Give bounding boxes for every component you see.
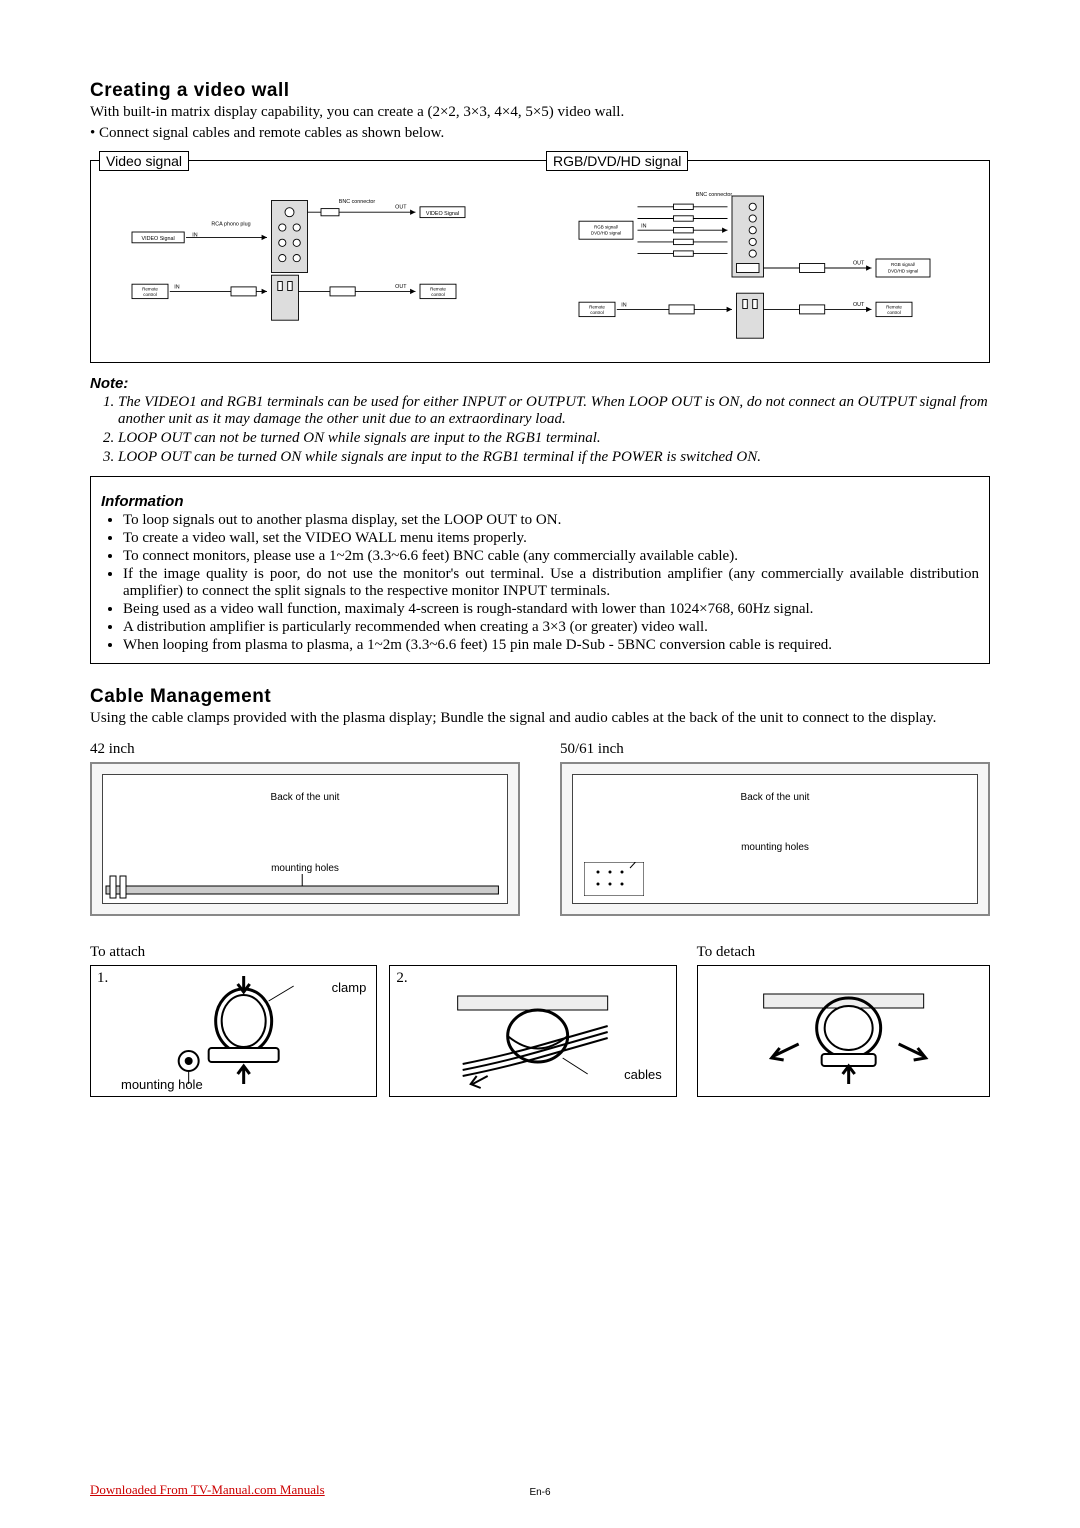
- svg-text:VIDEO Signal: VIDEO Signal: [426, 211, 459, 217]
- video-signal-svg: VIDEO Signal IN RCA phono plug BNC conne…: [97, 169, 536, 349]
- svg-text:BNC connector: BNC connector: [696, 192, 733, 198]
- cables-label: cables: [624, 1067, 662, 1082]
- unit-diagram-row: 42 inch Back of the unit mounting holes …: [90, 741, 990, 916]
- info-item: To create a video wall, set the VIDEO WA…: [123, 530, 979, 547]
- svg-text:control: control: [887, 310, 901, 315]
- note-heading: Note:: [90, 375, 990, 392]
- svg-text:BNC connector: BNC connector: [339, 199, 376, 205]
- detach-box: [697, 965, 990, 1097]
- unit-50-label: 50/61 inch: [560, 741, 990, 758]
- info-list: To loop signals out to another plasma di…: [101, 512, 979, 654]
- info-item: Being used as a video wall function, max…: [123, 601, 979, 618]
- unit-42-box: Back of the unit mounting holes: [90, 762, 520, 916]
- mounting-hole-label: mounting hole: [121, 1077, 203, 1092]
- info-heading: Information: [101, 493, 979, 510]
- back-of-unit-label: Back of the unit: [271, 792, 340, 803]
- video-wall-intro: With built-in matrix display capability,…: [90, 104, 990, 121]
- back-of-unit-label: Back of the unit: [741, 792, 810, 803]
- svg-text:OUT: OUT: [395, 205, 407, 211]
- attach-group: To attach 1.: [90, 944, 677, 1097]
- page-footer: Downloaded From TV-Manual.com Manuals En…: [90, 1482, 990, 1498]
- to-attach-label: To attach: [90, 944, 677, 961]
- mounting-holes-label: mounting holes: [271, 863, 339, 874]
- svg-text:Remote: Remote: [430, 287, 446, 292]
- section-title-cable-mgmt: Cable Management: [90, 686, 990, 708]
- info-item: A distribution amplifier is particularly…: [123, 619, 979, 636]
- rgb-signal-svg: RGB signal/ DVD/HD signal IN BNC connect…: [544, 169, 983, 349]
- svg-text:OUT: OUT: [853, 302, 865, 308]
- rgb-signal-diagram: RGB/DVD/HD signal RGB signal/ DVD/HD sig…: [544, 169, 983, 354]
- note-item: LOOP OUT can not be turned ON while sign…: [118, 430, 990, 447]
- svg-label: VIDEO Signal: [142, 236, 175, 242]
- mounting-dots-svg: [584, 862, 644, 896]
- unit-42inch: 42 inch Back of the unit mounting holes: [90, 741, 520, 916]
- note-item: LOOP OUT can be turned ON while signals …: [118, 449, 990, 466]
- svg-text:Remote: Remote: [142, 287, 158, 292]
- svg-text:control: control: [143, 292, 157, 297]
- clamp-detach-svg: [698, 966, 989, 1096]
- svg-text:control: control: [431, 292, 445, 297]
- svg-text:IN: IN: [174, 285, 179, 291]
- mounting-rail-svg: [102, 874, 502, 904]
- attach-step-2-box: 2.: [389, 965, 676, 1097]
- svg-text:OUT: OUT: [395, 284, 407, 290]
- section-title-video-wall: Creating a video wall: [90, 80, 990, 102]
- cable-mgmt-intro: Using the cable clamps provided with the…: [90, 710, 990, 727]
- video-signal-label: Video signal: [99, 151, 189, 171]
- svg-text:IN: IN: [621, 303, 626, 309]
- footer-link[interactable]: Downloaded From TV-Manual.com Manuals: [90, 1482, 325, 1497]
- unit-50-61inch: 50/61 inch Back of the unit mounting hol…: [560, 741, 990, 916]
- step-1-num: 1.: [97, 970, 108, 987]
- note-list: The VIDEO1 and RGB1 terminals can be use…: [90, 394, 990, 466]
- info-item: If the image quality is poor, do not use…: [123, 566, 979, 600]
- rgb-signal-label: RGB/DVD/HD signal: [546, 151, 688, 171]
- svg-text:control: control: [590, 310, 604, 315]
- svg-text:DVD/HD signal: DVD/HD signal: [888, 269, 918, 274]
- info-item: To connect monitors, please use a 1~2m (…: [123, 548, 979, 565]
- unit-50-box: Back of the unit mounting holes: [560, 762, 990, 916]
- step-2-num: 2.: [396, 970, 407, 987]
- mounting-holes-label: mounting holes: [741, 842, 809, 853]
- svg-text:DVD/HD signal: DVD/HD signal: [591, 231, 621, 236]
- svg-text:OUT: OUT: [853, 260, 865, 266]
- unit-42-label: 42 inch: [90, 741, 520, 758]
- attach-step-1-box: 1.: [90, 965, 377, 1097]
- svg-text:RGB signal/: RGB signal/: [891, 262, 916, 267]
- to-detach-label: To detach: [697, 944, 990, 961]
- note-item: The VIDEO1 and RGB1 terminals can be use…: [118, 394, 990, 428]
- svg-text:RCA phono plug: RCA phono plug: [211, 222, 250, 228]
- video-signal-diagram: Video signal VIDEO Signal IN RCA phono p…: [97, 169, 536, 354]
- svg-text:RGB signal/: RGB signal/: [594, 224, 619, 229]
- manual-page: Creating a video wall With built-in matr…: [0, 0, 1080, 1137]
- info-item: When looping from plasma to plasma, a 1~…: [123, 637, 979, 654]
- svg-text:Remote: Remote: [886, 305, 902, 310]
- video-wall-bullet: Connect signal cables and remote cables …: [90, 125, 990, 142]
- attach-detach-row: To attach 1.: [90, 944, 990, 1097]
- signal-diagram-row: Video signal VIDEO Signal IN RCA phono p…: [90, 160, 990, 363]
- svg-text:Remote: Remote: [589, 305, 605, 310]
- info-item: To loop signals out to another plasma di…: [123, 512, 979, 529]
- information-box: Information To loop signals out to anoth…: [90, 476, 990, 664]
- detach-group: To detach: [697, 944, 990, 1097]
- clamp-label: clamp: [332, 980, 367, 995]
- footer-page-number: En-6: [529, 1487, 550, 1498]
- svg-text:IN: IN: [641, 224, 646, 230]
